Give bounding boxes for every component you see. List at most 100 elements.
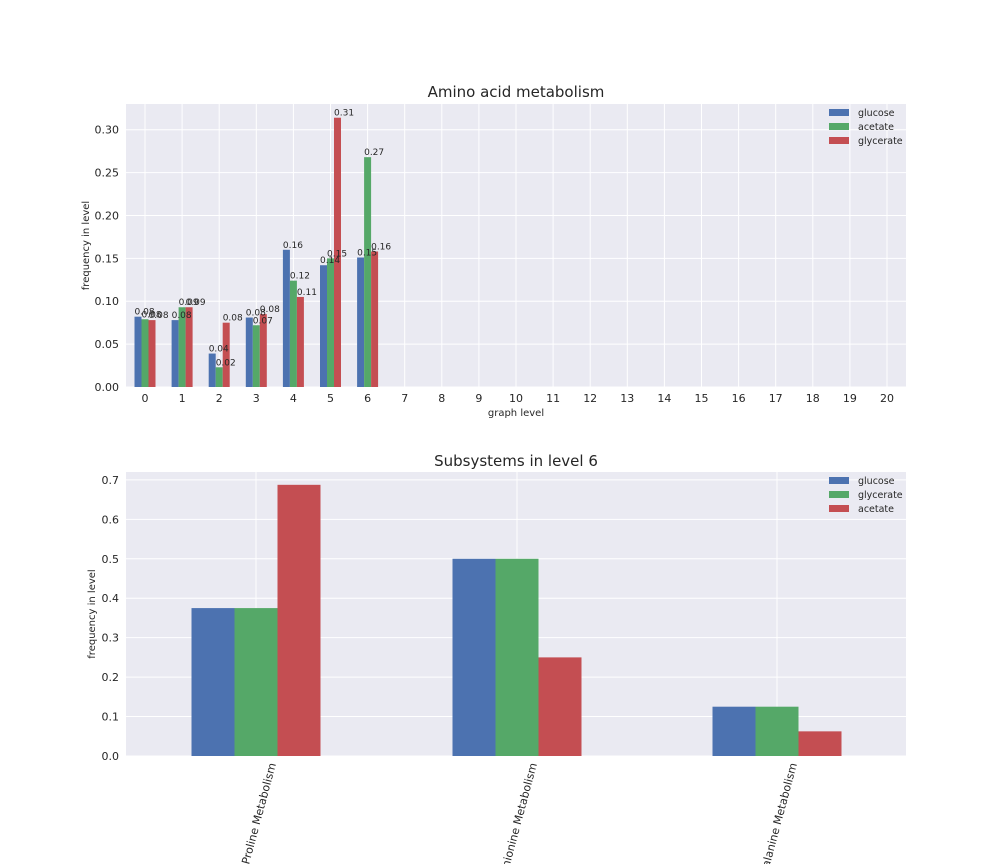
y-tick-label: 0.7 [102,474,120,487]
data-label-glycerate-level-0: 0.08 [149,311,169,321]
bar-glycerate-alanine-metabolism [755,706,799,756]
x-tick-label: 14 [657,392,671,405]
bar-glycerate-level-2 [222,322,230,387]
bar-acetate-hionine-metabolism [538,657,582,756]
bar-glycerate-hionine-metabolism [495,558,539,756]
legend-swatch-acetate [829,123,849,130]
data-label-acetate-level-3: 0.07 [253,316,273,326]
chart-title: Subsystems in level 6 [434,452,598,470]
legend-label-glucose: glucose [858,476,895,487]
y-tick-label: 0.25 [95,167,120,180]
y-tick-label: 0.6 [102,513,120,526]
data-label-glucose-level-0: 0.08 [135,308,155,318]
x-tick-label: 6 [364,392,371,405]
bar-acetate-level-0 [141,319,149,387]
data-label-glucose-level-3: 0.08 [246,309,266,319]
data-label-glucose-level-5: 0.14 [320,256,340,266]
y-tick-label: 0.3 [102,632,120,645]
bar-glucose-level-2 [208,353,216,387]
legend-label-acetate: acetate [858,504,894,515]
x-tick-label: 10 [509,392,523,405]
x-tick-label: 8 [438,392,445,405]
data-label-glucose-level-2: 0.04 [209,345,229,355]
legend-label-glucose: glucose [858,108,895,119]
bar-glucose-level-6 [357,257,365,387]
x-tick-label: 16 [732,392,746,405]
bar-acetate-level-1 [178,307,186,387]
data-labels: 0.08 0.080.040.080.160.140.150.080.090.02… [135,109,392,369]
data-label-glucose-level-1: 0.08 [172,311,192,321]
x-tick-label: 12 [583,392,597,405]
legend-label-glycerate: glycerate [858,490,903,501]
bar-glucose-level-3 [245,317,253,387]
y-axis-label: frequency in level [87,569,98,658]
bar-glycerate-level-6 [371,251,379,387]
data-label-glycerate-level-6: 0.16 [371,243,391,253]
x-tick-label: 0 [142,392,149,405]
data-label-acetate-level-4: 0.12 [290,272,310,282]
legend-swatch-acetate [829,505,849,512]
data-label-acetate-level-2: 0.02 [216,358,236,368]
y-tick-labels: 0.00 0.05 0.10 0.15 0.20 0.25 0.30 [95,124,120,394]
data-label-glycerate-level-4: 0.11 [297,288,317,298]
y-tick-label: 0.5 [102,553,120,566]
y-tick-label: 0.2 [102,671,120,684]
bar-acetate-level-4 [289,280,297,387]
bar-glycerate-level-4 [296,296,304,387]
legend-label-glycerate: glycerate [858,136,903,147]
data-label-glycerate-level-2: 0.08 [223,314,243,324]
y-tick-label: 0.4 [102,592,120,605]
x-tick-label: 17 [769,392,783,405]
x-tick-label: 7 [401,392,408,405]
x-tick-label: 9 [475,392,482,405]
x-tick-label: 2 [216,392,223,405]
bars [134,117,379,387]
x-tick-label: 4 [290,392,297,405]
chart-subsystems-in-level-6: Proline Metabolism hionine Metabolism alan… [87,452,906,864]
y-tick-label: 0.30 [95,124,120,137]
x-tick-label: 20 [880,392,894,405]
x-tick-label: 18 [806,392,820,405]
bar-acetate-level-2 [215,367,223,387]
bar-acetate-level-5 [327,258,334,387]
bar-glucose-hionine-metabolism [452,558,496,756]
data-label-glycerate-level-3: 0.08 [260,305,280,315]
y-tick-label: 0.0 [102,750,120,763]
data-label-acetate-level-0: 0.08 [142,310,162,320]
x-tick-label: Proline Metabolism [239,761,279,864]
bar-glucose-level-4 [282,249,290,387]
data-label-acetate-level-1: 0.09 [179,298,199,308]
bar-glucose-level-0 [134,316,142,387]
y-tick-label: 0.15 [95,252,120,265]
x-tick-label: alanine Metabolism [760,761,800,864]
data-label-acetate-level-5: 0.15 [327,249,347,259]
bar-acetate-proline-metabolism [277,484,321,756]
bar-acetate-level-3 [252,325,260,387]
data-label-acetate-level-6: 0.27 [364,148,384,158]
data-label-glucose-level-6: 0.15 [357,249,377,259]
x-tick-label: 15 [695,392,709,405]
x-tick-labels: Proline Metabolism hionine Metabolism alan… [239,761,800,864]
x-tick-labels: 0 1 2 3 4 5 6 7 8 9 10 11 12 13 14 15 16 17 18 19 20 [142,392,895,405]
x-axis-label: graph level [488,408,544,419]
bar-glycerate-proline-metabolism [234,608,278,756]
y-axis-label: frequency in level [81,201,92,290]
data-label-glycerate-level-5: 0.31 [334,109,354,119]
bar-glucose-alanine-metabolism [712,706,756,756]
legend: glucose acetate glycerate [829,108,903,147]
bars [191,484,842,756]
x-tick-label: 1 [179,392,186,405]
x-tick-label: 19 [843,392,857,405]
y-tick-labels: 0.0 0.1 0.2 0.3 0.4 0.5 0.6 0.7 [102,474,120,763]
bar-glycerate-level-5 [334,117,341,387]
bar-acetate-level-6 [364,157,372,387]
bar-glycerate-level-1 [185,307,193,387]
y-tick-label: 0.05 [95,338,120,351]
bar-acetate-alanine-metabolism [798,731,842,756]
data-label-glycerate-level-1: 0.09 [186,298,206,308]
x-tick-label: 3 [253,392,260,405]
bar-glucose-level-1 [171,320,179,387]
y-tick-label: 0.20 [95,209,120,222]
bar-glucose-level-5 [320,265,327,387]
